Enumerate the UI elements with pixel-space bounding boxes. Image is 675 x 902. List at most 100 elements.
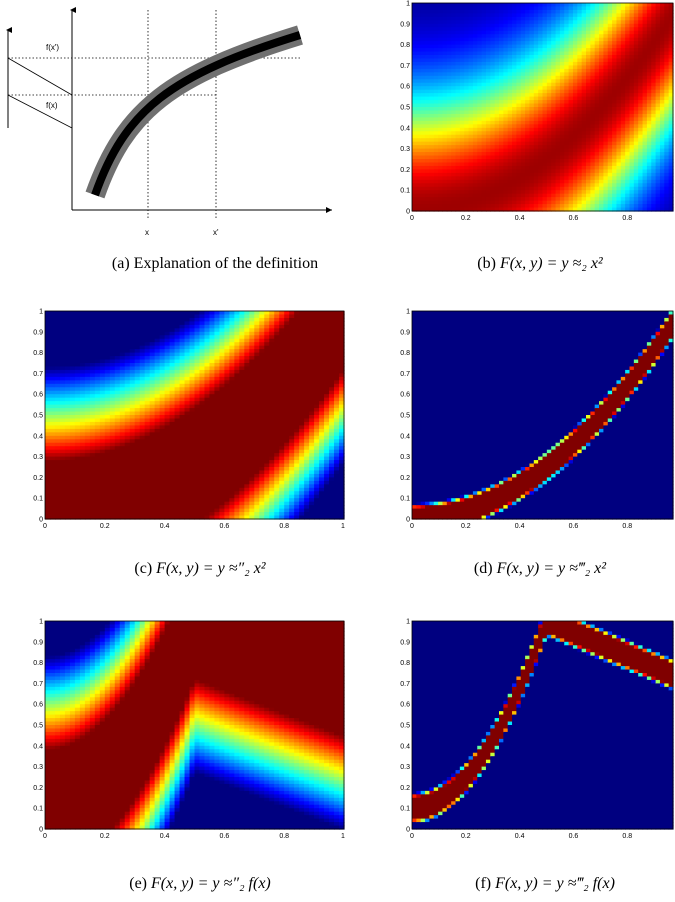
y-tick-label: 0.7 [33, 681, 43, 688]
panel-a-diagram: f(x') f(x) x x' [0, 0, 340, 237]
y-tick-label: 0.3 [400, 454, 410, 461]
x-tick-label: 1 [341, 833, 345, 840]
y-tick-label: 0.6 [400, 392, 410, 399]
x-tick-label: 0.8 [279, 523, 289, 530]
y-tick-label: 1 [39, 309, 43, 316]
y-tick-label: 1 [406, 1, 410, 8]
definition-diagram: f(x') f(x) x x' [6, 7, 332, 237]
y-tick-label: 0.5 [400, 723, 410, 730]
x-tick-label: 0.8 [622, 523, 632, 530]
tolerance-band [85, 25, 303, 199]
caption-c: (c) F(x, y) = y ≈″₂ x² [134, 560, 266, 577]
y-tick-label: 0.3 [400, 764, 410, 771]
x-tick-label: 0.2 [100, 523, 110, 530]
heatmap-e: 0 0.1 0.2 0.3 0.4 0.5 0.6 0.7 0.8 0.9 1 0 0.2 0.4 0.6 0… [33, 619, 345, 841]
y-tick-label: 0.6 [400, 702, 410, 709]
y-tick-label: 0.4 [33, 433, 43, 440]
x-tick-label: 0.4 [160, 833, 170, 840]
y-tick-label: 0.2 [400, 167, 410, 174]
x-tick-label: 0.6 [569, 215, 579, 222]
y-tick-label: 0 [39, 517, 43, 524]
label-fx: f(x) [46, 101, 58, 110]
heatmap-d: 0 0.1 0.2 0.3 0.4 0.5 0.6 0.7 0.8 0.9 1 0 0.2 0.4 0.6 0… [400, 309, 674, 530]
guide-line-bottom [7, 94, 73, 129]
y-tick-label: 0.7 [400, 681, 410, 688]
y-tick-label: 0.1 [400, 496, 410, 503]
y-tick-label: 1 [406, 619, 410, 626]
heatmap-cells [412, 311, 674, 520]
y-tick-label: 0.3 [33, 454, 43, 461]
y-tick-label: 1 [39, 619, 43, 626]
y-tick-label: 0.7 [33, 371, 43, 378]
caption-b: (b) F(x, y) = y ≈₂ x² [477, 255, 603, 272]
y-tick-label: 0.4 [400, 433, 410, 440]
x-tick-label: 0.8 [622, 833, 632, 840]
y-tick-label: 0.6 [33, 702, 43, 709]
label-x: x [145, 228, 149, 236]
caption-a: (a) Explanation of the definition [111, 255, 319, 272]
y-tick-label: 0.2 [33, 475, 43, 482]
heatmap-cells [412, 3, 674, 212]
heatmap-cells [45, 311, 345, 520]
x-tick-label: 0.6 [220, 833, 230, 840]
caption-e: (e) F(x, y) = y ≈″₂ f(x) [129, 875, 271, 892]
caption-d: (d) F(x, y) = y ≈‴₂ x² [473, 560, 607, 577]
plot-frame [411, 2, 674, 212]
y-tick-label: 0.3 [400, 146, 410, 153]
heatmap-b: 0 0.1 0.2 0.3 0.4 0.5 0.6 0.7 0.8 0.9 1 0 0.2 0.4 0.6 0… [400, 1, 674, 222]
x-tick-label: 0 [410, 215, 414, 222]
x-tick-label: 0.6 [569, 833, 579, 840]
y-tick-label: 0.5 [400, 105, 410, 112]
y-tick-label: 0.4 [400, 125, 410, 132]
x-tick-label: 0.8 [622, 215, 632, 222]
x-tick-label: 0.4 [160, 523, 170, 530]
plot-frame [411, 620, 674, 830]
y-tick-label: 0.9 [400, 21, 410, 28]
y-tick-label: 0.8 [400, 350, 410, 357]
heatmap-cells [412, 621, 674, 830]
y-tick-label: 0.6 [33, 392, 43, 399]
heatmap-cells [45, 621, 345, 830]
x-tick-label: 0.4 [515, 215, 525, 222]
y-tick-label: 0.1 [33, 496, 43, 503]
y-tick-label: 0.4 [33, 743, 43, 750]
y-tick-label: 0.4 [400, 743, 410, 750]
y-tick-label: 0.5 [33, 413, 43, 420]
y-tick-label: 0.7 [400, 371, 410, 378]
x-tick-label: 0 [410, 833, 414, 840]
panel-e-heatmap: 0 0.1 0.2 0.3 0.4 0.5 0.6 0.7 0.8 0.9 1 0 0.2 0.4 0.6 0… [31, 618, 346, 843]
x-tick-label: 0.2 [461, 215, 471, 222]
y-tick-label: 0.8 [400, 660, 410, 667]
heatmap-c: 0 0.1 0.2 0.3 0.4 0.5 0.6 0.7 0.8 0.9 1 0 0.2 0.4 0.6 0… [33, 309, 345, 531]
y-tick-label: 0.5 [400, 413, 410, 420]
x-tick-label: 0 [43, 833, 47, 840]
y-tick-label: 0 [406, 827, 410, 834]
x-tick-label: 0.8 [279, 833, 289, 840]
guide-line-top [7, 57, 73, 96]
y-tick-label: 0.9 [400, 329, 410, 336]
panel-f-heatmap: 0 0.1 0.2 0.3 0.4 0.5 0.6 0.7 0.8 0.9 1 0 0.2 0.4 0.6 0… [398, 618, 675, 843]
x-tick-label: 0.6 [569, 523, 579, 530]
x-tick-label: 0.6 [220, 523, 230, 530]
y-tick-label: 0.8 [33, 350, 43, 357]
y-tick-label: 0.5 [33, 723, 43, 730]
y-tick-label: 0.9 [33, 639, 43, 646]
y-tick-label: 0.1 [400, 806, 410, 813]
y-tick-label: 0.9 [400, 639, 410, 646]
y-tick-label: 0.1 [400, 188, 410, 195]
panel-c-heatmap: 0 0.1 0.2 0.3 0.4 0.5 0.6 0.7 0.8 0.9 1 0 0.2 0.4 0.6 0… [31, 308, 346, 533]
y-tick-label: 0.6 [400, 84, 410, 91]
y-tick-label: 1 [406, 309, 410, 316]
y-tick-label: 0.2 [33, 785, 43, 792]
x-tick-label: 0.2 [100, 833, 110, 840]
y-tick-label: 0.3 [33, 764, 43, 771]
label-x-prime: x' [213, 228, 219, 236]
panel-b-heatmap: 0 0.1 0.2 0.3 0.4 0.5 0.6 0.7 0.8 0.9 1 0 0.2 0.4 0.6 0… [398, 0, 675, 225]
y-tick-label: 0.8 [400, 42, 410, 49]
function-curve [91, 31, 302, 197]
caption-f: (f) F(x, y) = y ≈‴₂ f(x) [475, 875, 615, 892]
x-tick-label: 0 [43, 523, 47, 530]
x-tick-label: 0.4 [515, 833, 525, 840]
plot-frame [44, 310, 345, 520]
y-tick-label: 0 [406, 517, 410, 524]
